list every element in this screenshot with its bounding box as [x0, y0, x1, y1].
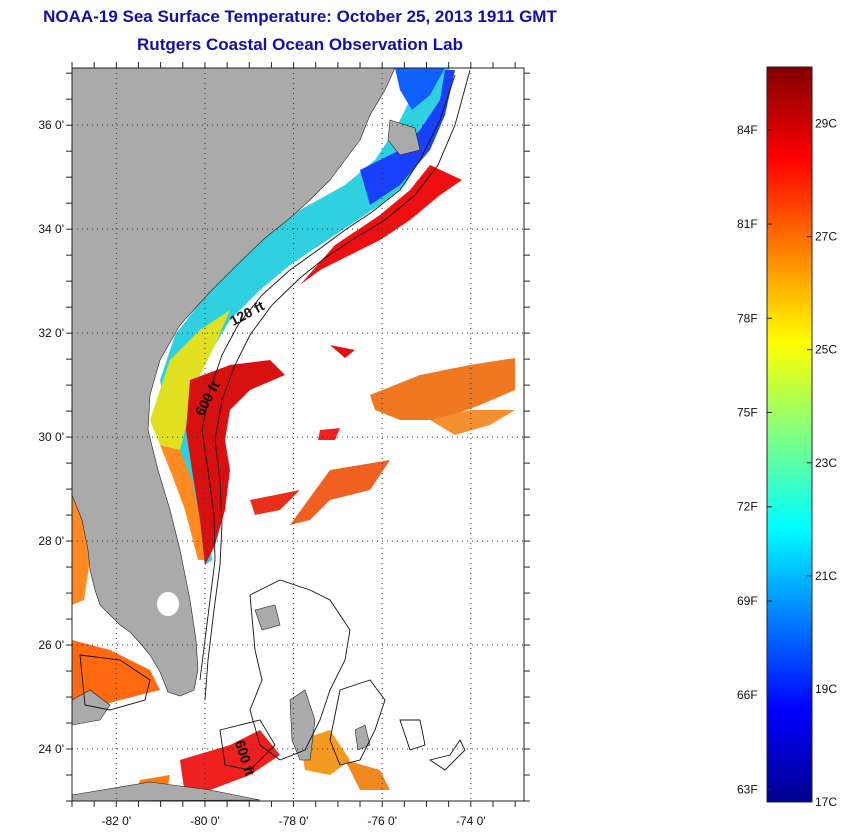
lat-label: 30 0': [38, 430, 64, 444]
lon-label: -80 0': [190, 814, 220, 828]
lon-label: -82 0': [101, 814, 131, 828]
lat-lon-grid: [72, 68, 524, 801]
sst-gulf-stream: [72, 165, 515, 800]
colorbar-c-label: 29C: [815, 117, 837, 131]
colorbar-f-label: 81F: [737, 217, 758, 231]
lat-label: 26 0': [38, 638, 64, 652]
colorbar-c-label: 25C: [815, 343, 837, 357]
lon-label: -78 0': [279, 814, 309, 828]
lake-okeechobee: [157, 592, 179, 616]
depth-contours: [79, 69, 471, 771]
colorbar-f-label: 63F: [737, 782, 758, 796]
lat-label: 34 0': [38, 222, 64, 236]
lon-label: -74 0': [456, 814, 486, 828]
lon-label: -76 0': [367, 814, 397, 828]
colorbar-fahrenheit-ticks: 84F 81F 78F 75F 72F 69F 66F 63F: [737, 123, 772, 796]
colorbar-c-label: 17C: [815, 795, 837, 809]
frame-ticks: [66, 62, 530, 807]
colorbar: [766, 66, 813, 803]
lat-label: 36 0': [38, 118, 64, 132]
colorbar-f-label: 84F: [737, 123, 758, 137]
lat-label: 32 0': [38, 326, 64, 340]
colorbar-f-label: 69F: [737, 594, 758, 608]
map-subtitle: Rutgers Coastal Ocean Observation Lab: [137, 35, 463, 54]
latitude-labels: 36 0' 34 0' 32 0' 30 0' 28 0' 26 0' 24 0': [38, 118, 64, 756]
lat-label: 24 0': [38, 742, 64, 756]
colorbar-f-label: 72F: [737, 500, 758, 514]
colorbar-c-label: 23C: [815, 456, 837, 470]
map-frame: [71, 67, 525, 802]
map-title: NOAA-19 Sea Surface Temperature: October…: [43, 7, 557, 26]
colorbar-f-label: 75F: [737, 406, 758, 420]
colorbar-c-label: 27C: [815, 230, 837, 244]
colorbar-celsius-ticks: 29C 27C 25C 23C 21C 19C 17C: [807, 117, 837, 809]
lat-label: 28 0': [38, 534, 64, 548]
longitude-labels: -82 0' -80 0' -78 0' -76 0' -74 0': [101, 814, 485, 828]
colorbar-c-label: 19C: [815, 682, 837, 696]
colorbar-f-label: 78F: [737, 311, 758, 325]
colorbar-f-label: 66F: [737, 688, 758, 702]
colorbar-c-label: 21C: [815, 569, 837, 583]
